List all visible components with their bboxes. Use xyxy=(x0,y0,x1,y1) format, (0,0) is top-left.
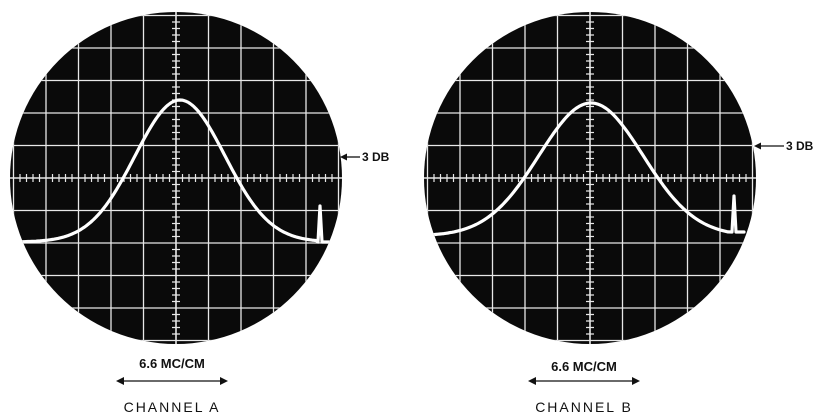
scale-label-a: 6.6 MC/CM xyxy=(139,356,205,371)
trace-b xyxy=(428,101,746,237)
scale-arrow-b xyxy=(528,377,640,385)
channel-label-b: CHANNEL B xyxy=(535,399,633,415)
db-arrowhead-b xyxy=(754,142,761,150)
db-arrowhead-a xyxy=(340,153,347,161)
trace-a xyxy=(10,98,332,244)
scale-arrow-a xyxy=(116,377,228,385)
panel-channel-a: 3 DB 6.6 MC/CM CHANNEL A xyxy=(10,12,390,415)
db-marker-label-a: 3 DB xyxy=(362,150,390,164)
db-marker-b: 3 DB xyxy=(754,139,814,153)
db-marker-a: 3 DB xyxy=(340,150,390,164)
channel-label-a: CHANNEL A xyxy=(124,399,221,415)
panel-channel-b: 3 DB 6.6 MC/CM CHANNEL B xyxy=(424,12,814,415)
scale-label-b: 6.6 MC/CM xyxy=(551,359,617,374)
db-marker-label-b: 3 DB xyxy=(786,139,814,153)
